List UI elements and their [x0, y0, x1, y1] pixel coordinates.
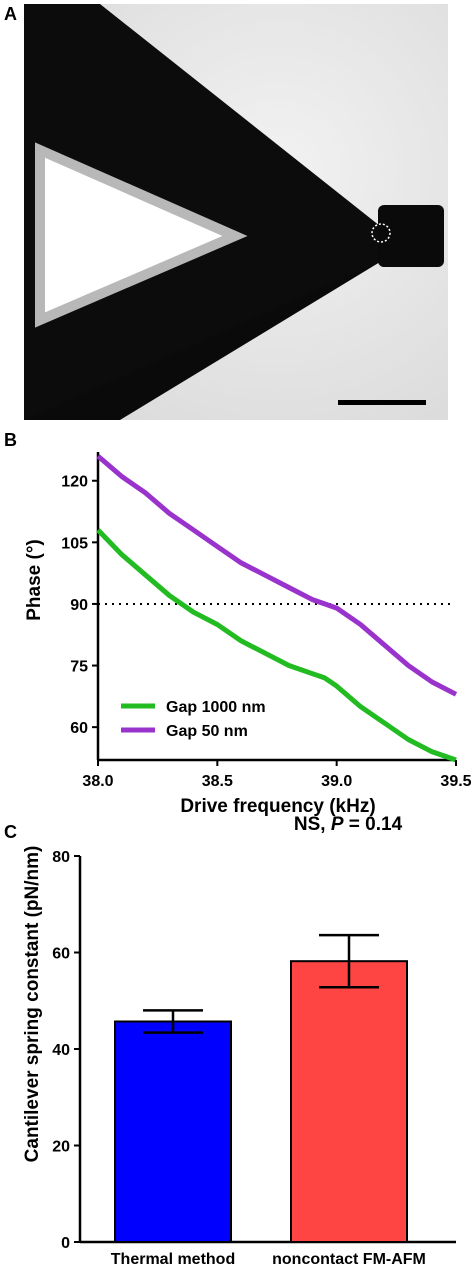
annotation-suffix: = 0.14 [344, 814, 403, 835]
panel-b: B Phase (°) 60 75 90 105 120 38.0 38.5 39.0 39.5… [4, 430, 472, 817]
chart-b-y-tick-label: 120 [61, 474, 88, 491]
chart-b-series [96, 454, 458, 763]
chart-c-y-tick-label: 20 [52, 1139, 70, 1156]
chart-c-y-tick-label: 60 [52, 946, 70, 963]
chart-b-x-tick-label: 38.0 [82, 773, 113, 790]
cantilever-arms [24, 4, 380, 420]
panel-a-label: A [4, 4, 17, 24]
chart-c-bars [114, 933, 408, 1243]
chart-b-y-tick-label: 60 [70, 720, 88, 737]
chart-b-y-tick-label: 75 [70, 659, 88, 676]
chart-c-ticks: 0 20 40 60 80 Thermal method noncontact FM-AFM [52, 849, 426, 1268]
chart-c-y-tick-label: 40 [52, 1042, 70, 1059]
chart-c-y-tick-label: 0 [61, 1235, 70, 1252]
bar-noncontact-fm-afm [290, 960, 408, 1243]
chart-b-y-tick-label: 90 [70, 597, 88, 614]
chart-b-ticks: 60 75 90 105 120 38.0 38.5 39.0 39.5 [61, 474, 471, 790]
chart-b-legend: Gap 1000 nm Gap 50 nm [121, 699, 266, 740]
category-label-thermal-method: Thermal method [111, 1251, 235, 1268]
chart-c-y-axis-title: Cantilever spring constant (pN/nm) [22, 846, 43, 1163]
panel-b-label: B [4, 430, 17, 450]
legend-label-gap-50: Gap 50 nm [166, 723, 248, 740]
series-line-gap-50-nm [96, 454, 458, 697]
series-line-gap-1000-nm [96, 528, 457, 763]
significance-annotation: NS, P = 0.14 [294, 814, 403, 835]
chart-b-y-tick-label: 105 [61, 535, 88, 552]
category-label-noncontact-fm-afm: noncontact FM-AFM [272, 1251, 426, 1268]
laser-spot-marker [371, 223, 391, 243]
bar-thermal-method [114, 1020, 232, 1243]
panel-c-label: C [4, 822, 17, 842]
cantilever-tip [378, 205, 444, 267]
chart-c-y-tick-label: 80 [52, 849, 70, 866]
chart-b-y-axis-title: Phase (°) [24, 539, 45, 621]
chart-b-axes [96, 452, 456, 762]
chart-b-x-tick-label: 39.5 [440, 773, 471, 790]
chart-b-x-axis-title: Drive frequency (kHz) [180, 796, 375, 817]
chart-b-x-tick-label: 39.0 [321, 773, 352, 790]
annotation-p-symbol: P [331, 814, 344, 835]
chart-b-x-tick-label: 38.5 [202, 773, 233, 790]
annotation-prefix: NS, [294, 814, 331, 835]
panel-a: A [4, 4, 448, 420]
legend-label-gap-1000: Gap 1000 nm [166, 699, 266, 716]
panel-c: C Cantilever spring constant (pN/nm) 0 20… [4, 814, 456, 1268]
cantilever-opening [35, 142, 248, 328]
scale-bar [338, 400, 426, 405]
